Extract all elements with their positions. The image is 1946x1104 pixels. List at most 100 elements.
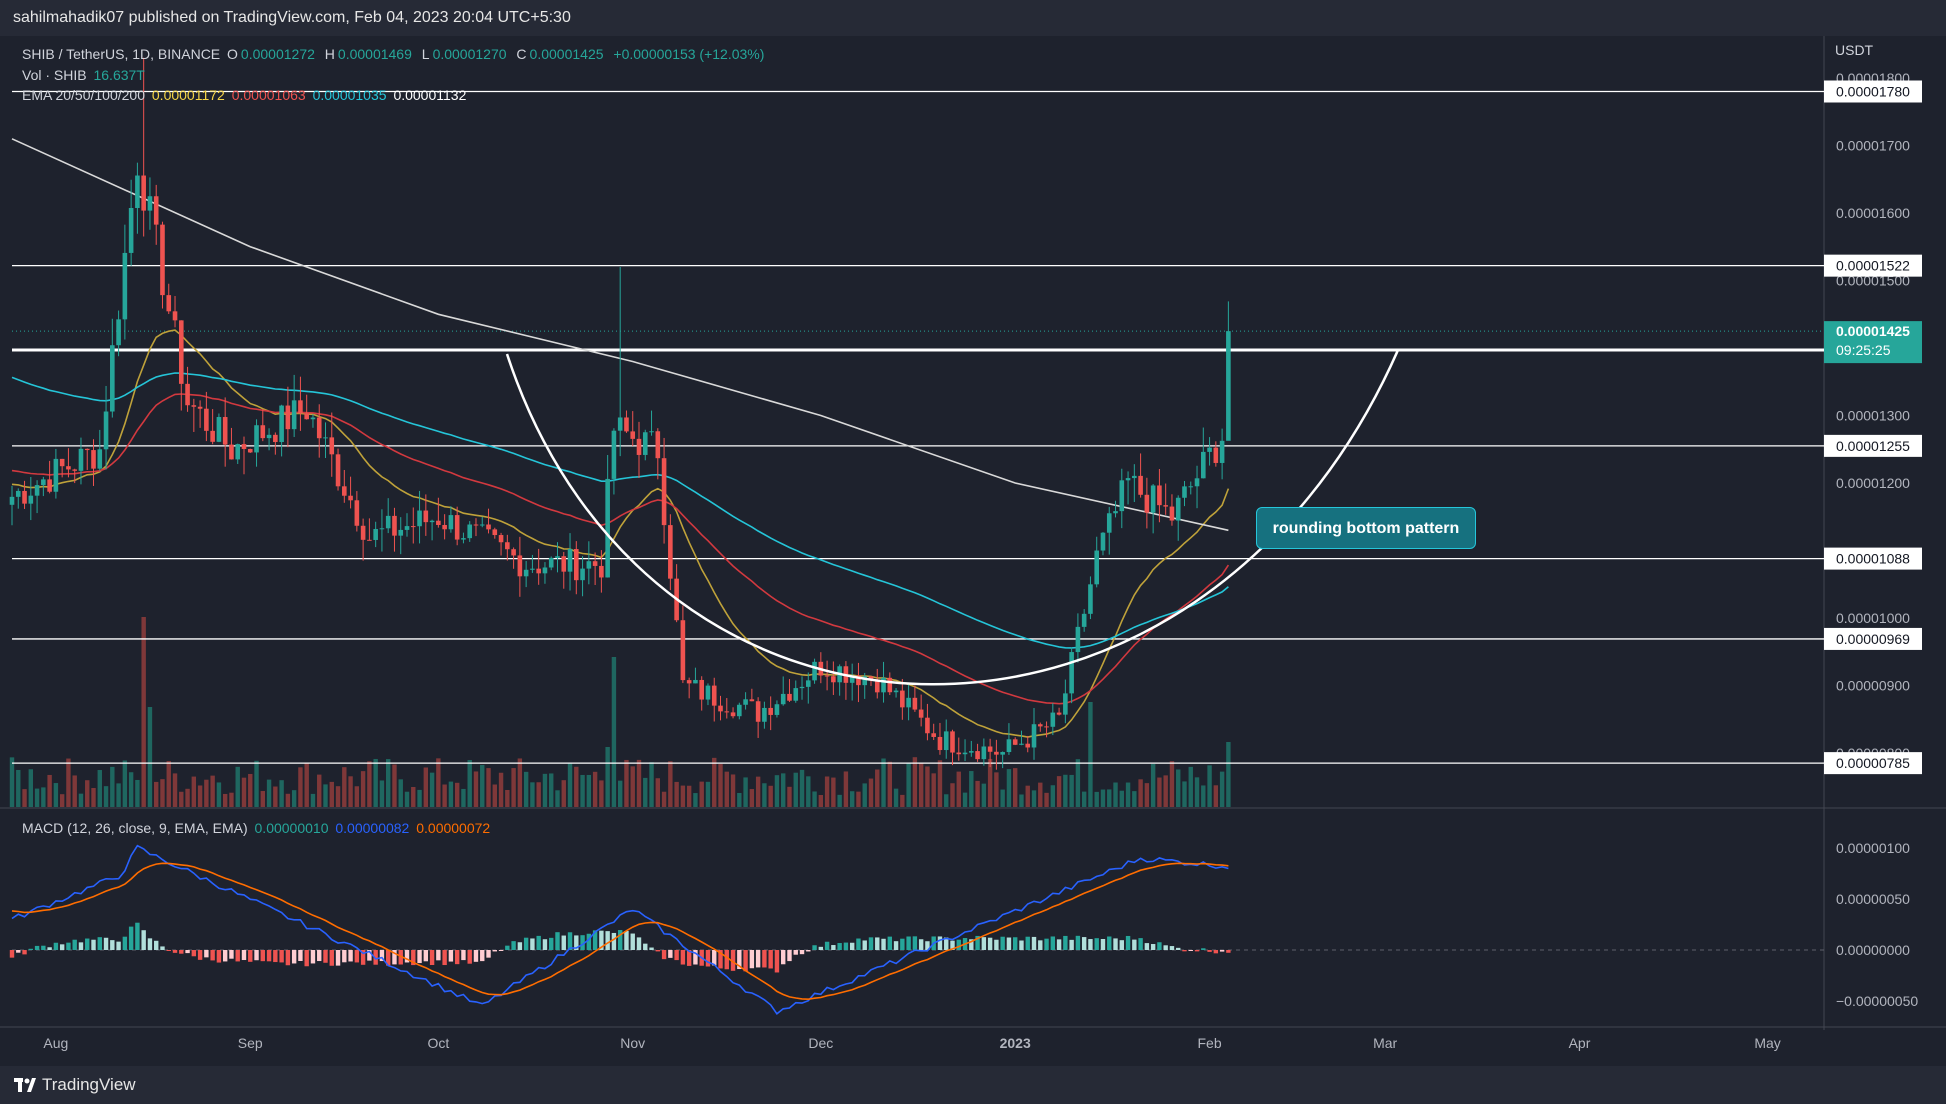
candle-body: [1119, 480, 1125, 512]
volume-bar: [285, 793, 291, 807]
price-axis-unit: USDT: [1835, 42, 1874, 58]
candle-body: [385, 515, 391, 529]
candle-body: [47, 479, 52, 492]
candle-body: [454, 515, 460, 540]
tradingview-brand[interactable]: TradingView: [42, 1075, 136, 1094]
symbol-name[interactable]: SHIB / TetherUS, 1D, BINANCE: [22, 46, 221, 62]
volume-label[interactable]: Vol · SHIB: [22, 67, 87, 83]
tradingview-logo-icon[interactable]: [14, 1077, 36, 1093]
macd-histogram-bar: [611, 932, 617, 950]
price-axis[interactable]: USDT0.000018000.000017000.000016000.0000…: [1824, 42, 1922, 775]
volume-bar: [323, 784, 328, 807]
macd-axis[interactable]: 0.00000100 0.00000050 0.00000000 −0.0000005…: [1836, 840, 1918, 1009]
volume-bar: [755, 776, 761, 807]
volume-bar: [1044, 792, 1049, 807]
volume-bar: [392, 764, 397, 807]
macd-histogram-bar: [91, 939, 96, 950]
macd-histogram-bar: [674, 950, 679, 961]
macd-histogram-bar: [1044, 938, 1049, 950]
macd-histogram-bar: [323, 950, 328, 963]
macd-histogram-bar: [925, 941, 930, 950]
volume-bar: [956, 771, 961, 807]
volume-bar: [386, 759, 391, 807]
candle-body: [1113, 511, 1118, 514]
candle-body: [498, 535, 504, 543]
ema20-value: 0.00001172: [151, 87, 225, 103]
volume-bar: [1063, 774, 1068, 807]
volume-bar: [461, 788, 466, 807]
volume-bar: [1144, 783, 1150, 807]
volume-bar: [937, 760, 943, 807]
macd-histogram-bar: [636, 937, 642, 950]
candle-body: [135, 175, 140, 208]
volume-bar: [53, 783, 59, 807]
macd-histogram-bar: [668, 950, 673, 958]
volume-bar: [248, 773, 253, 807]
volume-bar: [505, 789, 510, 807]
macd-label[interactable]: MACD (12, 26, close, 9, EMA, EMA): [22, 820, 248, 836]
volume-bar: [906, 763, 911, 807]
candle-body: [1226, 331, 1231, 441]
macd-histogram-bar: [34, 945, 40, 950]
candle-body: [950, 731, 955, 753]
macd-histogram-bar: [617, 930, 623, 950]
candlesticks: [9, 57, 1231, 770]
candle-body: [1213, 447, 1219, 463]
macd-histogram-bar: [530, 938, 535, 950]
volume-bar: [291, 790, 297, 807]
price-chart[interactable]: USDT0.000018000.000017000.000016000.0000…: [0, 36, 1946, 1066]
volume-bar: [222, 793, 228, 807]
published-text: sahilmahadik07 published on TradingView.…: [13, 9, 571, 26]
macd-histogram-bar: [806, 950, 811, 952]
candle-body: [172, 311, 178, 321]
candle-body: [329, 437, 335, 455]
volume-bar: [423, 767, 429, 807]
candle-body: [279, 405, 284, 443]
candle-body: [166, 295, 172, 312]
macd-histogram-bar: [172, 950, 178, 953]
volume-bar: [1081, 791, 1087, 807]
candle-body: [1125, 478, 1131, 481]
level-price-label: 0.00001780: [1836, 84, 1910, 100]
macd-histogram-bar: [843, 942, 849, 950]
candle-body: [536, 568, 541, 574]
candle-body: [1056, 712, 1062, 715]
macd-legend: MACD (12, 26, close, 9, EMA, EMA) 0.0000…: [22, 820, 493, 836]
macd-histogram-bar: [9, 950, 15, 958]
macd-histogram-bar: [1125, 935, 1131, 950]
volume-bar: [1226, 742, 1231, 807]
volume-bar: [141, 617, 146, 807]
volume-bar: [191, 776, 197, 807]
close-label: C: [516, 46, 527, 62]
candle-body: [705, 685, 711, 700]
volume-bar: [210, 775, 215, 807]
volume-bar: [429, 772, 435, 807]
volume-bar: [204, 779, 209, 807]
macd-histogram-bar: [335, 950, 341, 966]
ema-label[interactable]: EMA 20/50/100/200: [22, 87, 145, 103]
level-price-label: 0.00001088: [1836, 551, 1910, 567]
candle-body: [1075, 626, 1081, 653]
macd-histogram-bar: [448, 950, 454, 962]
candle-body: [925, 717, 930, 734]
macd-histogram-bar: [59, 944, 65, 950]
candle-body: [342, 486, 347, 496]
macd-histogram-bar: [498, 950, 504, 951]
macd-histogram-bar: [404, 950, 410, 963]
candle-body: [1094, 550, 1100, 585]
candle-body: [987, 746, 993, 752]
macd-histogram-bar: [486, 950, 491, 958]
volume-bar: [643, 777, 648, 807]
macd-histogram-bar: [266, 950, 272, 962]
level-price-label: 0.00000785: [1836, 755, 1910, 771]
time-axis[interactable]: Aug Sep Oct Nov Dec 2023 Feb Mar Apr May: [43, 1035, 1780, 1051]
macd-histogram-bar: [398, 950, 403, 965]
candle-body: [210, 430, 215, 442]
close-value: 0.00001425: [529, 46, 604, 62]
macd-histogram-bar: [511, 941, 516, 950]
candle-body: [799, 686, 805, 689]
volume-bar: [950, 783, 955, 807]
candle-body: [379, 528, 385, 530]
level-price-badge: [1824, 80, 1922, 103]
macd-histogram-bar: [774, 950, 780, 973]
